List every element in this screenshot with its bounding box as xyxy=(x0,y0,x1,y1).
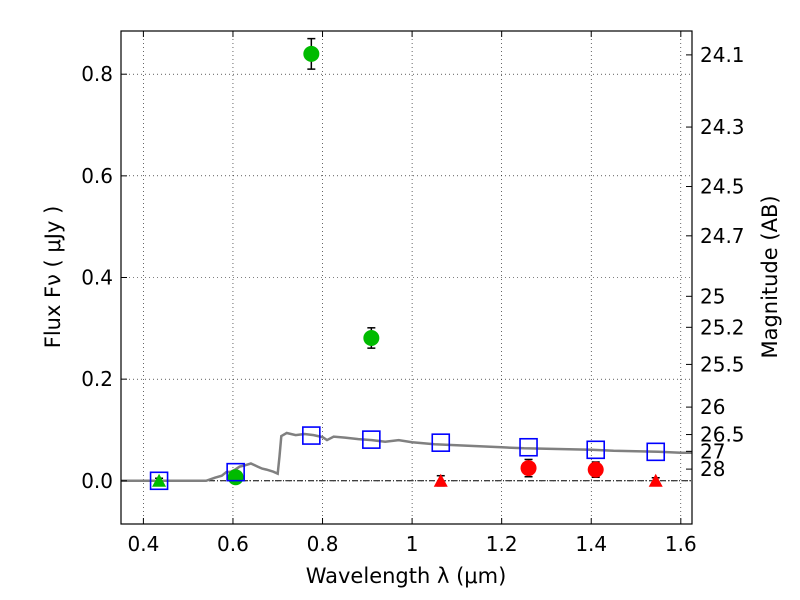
right-tick-label: 24.7 xyxy=(700,224,745,248)
y-tick-label: 0.0 xyxy=(81,469,113,493)
data-point xyxy=(227,469,244,486)
right-tick-label: 25.2 xyxy=(700,315,745,339)
right-tick-label: 26.5 xyxy=(700,423,745,447)
y-tick-label: 0.4 xyxy=(81,266,113,290)
y-tick-label: 0.8 xyxy=(81,62,113,86)
model-photometry-point xyxy=(519,437,538,457)
upper-limit-marker xyxy=(648,473,663,487)
model-photometry-point xyxy=(431,433,451,452)
model-photometry-point xyxy=(302,426,321,445)
right-tick-label: 24.3 xyxy=(700,115,745,139)
x-tick-label: 0.8 xyxy=(307,532,339,556)
x-tick-label: 1 xyxy=(406,532,419,556)
x-tick-label: 1.4 xyxy=(575,532,607,556)
data-point xyxy=(587,461,604,478)
x-axis-title: Wavelength λ (μm) xyxy=(306,564,507,588)
x-tick-label: 1.6 xyxy=(665,532,697,556)
model-photometry-point xyxy=(226,462,245,482)
right-tick-label: 25.5 xyxy=(700,352,745,376)
model-sed-line xyxy=(121,431,692,483)
upper-limit-marker xyxy=(433,473,448,487)
right-tick-label: 27 xyxy=(700,439,725,463)
data-point xyxy=(303,45,320,62)
x-tick-label: 0.6 xyxy=(217,532,249,556)
y-tick-label: 0.6 xyxy=(81,164,113,188)
data-point xyxy=(520,460,537,477)
ticks: 0.4 0.6 0.8 1 1.2 1.4 1.6 0.0 0.2 0.4 0.6 0.8 24.1 24… xyxy=(81,31,745,556)
model-photometry-point xyxy=(646,442,666,462)
right-tick-label: 24.5 xyxy=(700,175,745,199)
model-photometry-point xyxy=(586,440,606,460)
upper-limit-marker xyxy=(152,473,167,487)
model-photometry-point xyxy=(149,471,169,491)
y-axis-title: Flux Fν ( μJy ) xyxy=(41,206,65,349)
model-photometry-point xyxy=(362,430,381,449)
right-tick-label: 28 xyxy=(700,457,725,481)
right-tick-label: 26 xyxy=(700,395,725,419)
right-tick-label: 25 xyxy=(700,284,725,308)
x-tick-label: 1.2 xyxy=(486,532,518,556)
data-point xyxy=(363,329,380,346)
right-tick-label: 24.1 xyxy=(700,43,745,67)
y-tick-label: 0.2 xyxy=(81,367,113,391)
x-tick-label: 0.4 xyxy=(127,532,159,556)
data-layer xyxy=(121,37,692,491)
right-axis-title: Magnitude (AB) xyxy=(758,195,782,358)
